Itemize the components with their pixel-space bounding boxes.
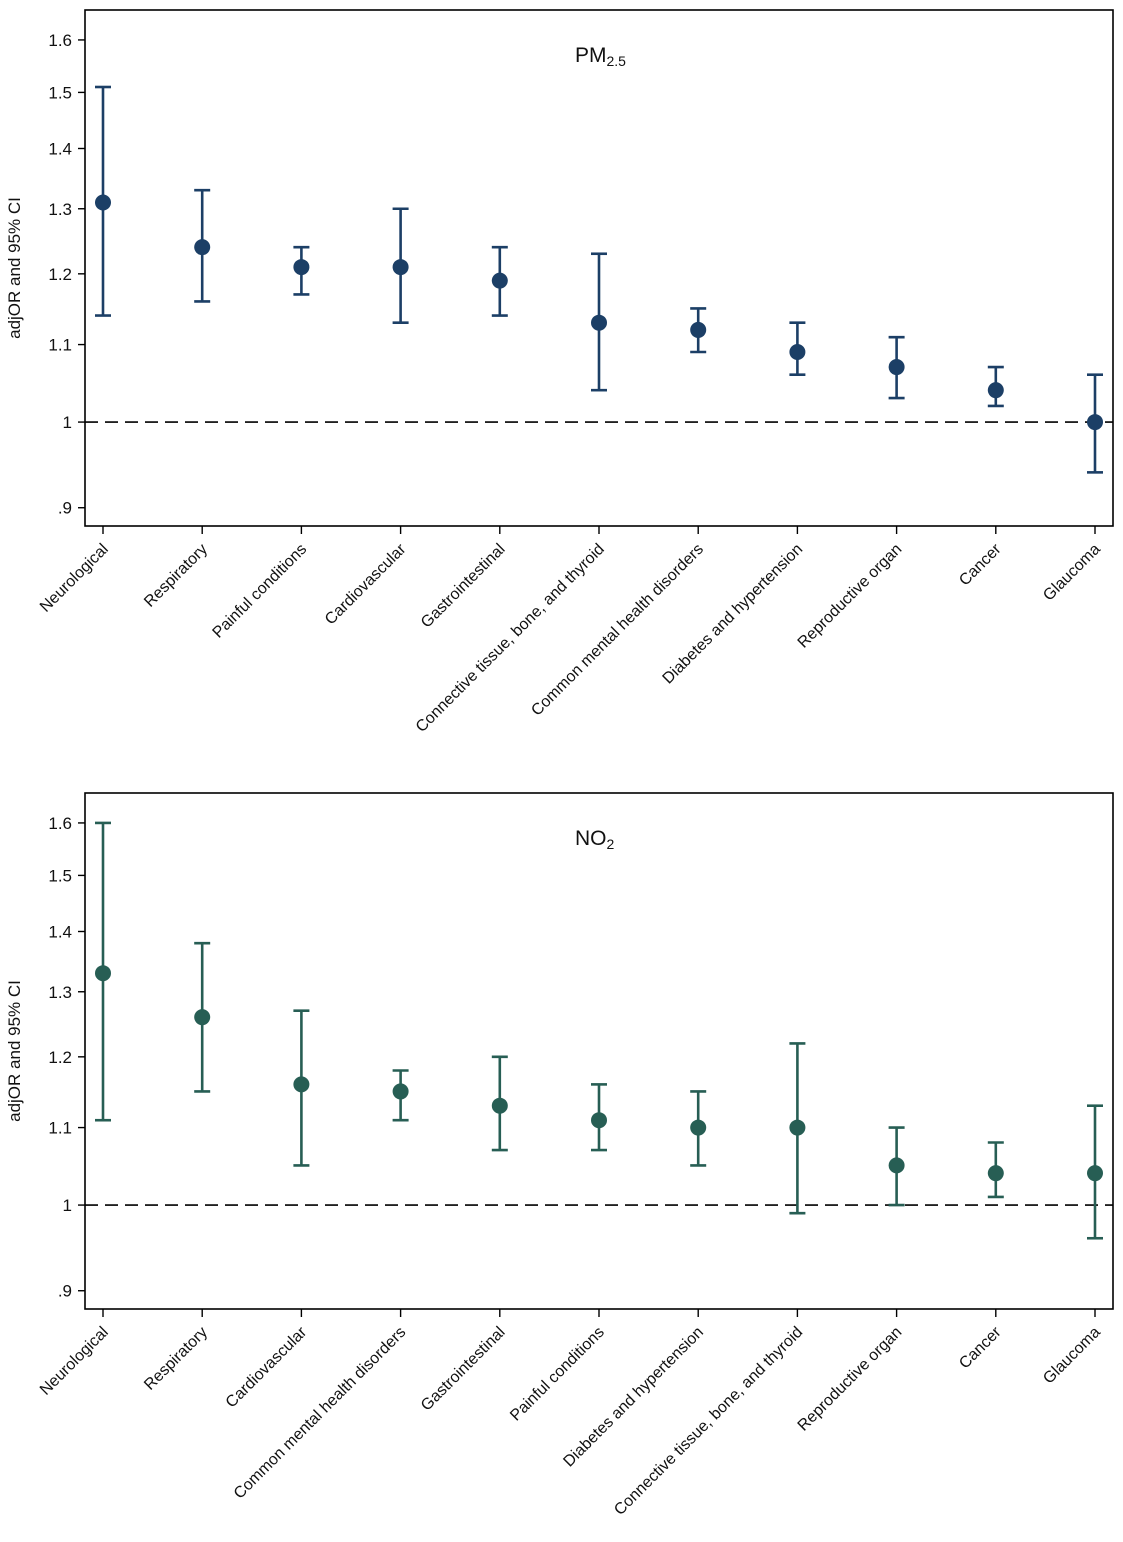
x-tick-label: Connective tissue, bone, and thyroid — [611, 1324, 806, 1519]
chart-panel-2: .9 1 1.1 1.2 1.3 1.4 1.5 1.6 adjOR and 95% CI NO2… — [5, 792, 1114, 1519]
point-estimate — [789, 1119, 806, 1136]
x-tick-label: Common mental health disorders — [528, 541, 707, 720]
y-tick-label: 1.5 — [48, 866, 72, 885]
y-axis-label: adjOR and 95% CI — [5, 197, 24, 339]
x-tick-label: Connective tissue, bone, and thyroid — [413, 541, 608, 736]
y-tick-label: 1.6 — [48, 31, 72, 50]
y-tick-label: 1 — [63, 413, 72, 432]
chart-title: PM2.5 — [575, 44, 626, 69]
point-estimate — [1087, 414, 1103, 431]
x-tick-label: Neurological — [37, 1324, 112, 1399]
point-estimate — [392, 259, 409, 276]
x-tick-label: Painful conditions — [507, 1324, 608, 1425]
point-estimate — [888, 1157, 905, 1174]
y-tick-label: 1.2 — [48, 1048, 72, 1067]
point-estimate — [491, 1097, 508, 1114]
chart-title-subscript: 2 — [607, 836, 615, 852]
point-estimate — [95, 194, 111, 211]
chart-panel-1: .9 1 1.1 1.2 1.3 1.4 1.5 1.6 adjOR and 95% CI PM2… — [5, 9, 1114, 736]
x-tick-label: Respiratory — [141, 1324, 211, 1394]
y-tick-label: 1.1 — [48, 1119, 72, 1138]
x-tick-label: Cancer — [956, 540, 1005, 589]
plot-frame — [84, 792, 1114, 1310]
x-tick-label: Reproductive organ — [795, 541, 906, 652]
chart-title-subscript: 2.5 — [607, 53, 627, 69]
x-tick-label: Reproductive organ — [795, 1324, 906, 1435]
y-tick-label: 1.1 — [48, 336, 72, 355]
point-estimate — [987, 1165, 1004, 1182]
point-estimate — [491, 272, 508, 289]
point-estimate — [789, 343, 806, 360]
y-tick-label: 1.2 — [48, 265, 72, 284]
x-tick-label: Common mental health disorders — [231, 1324, 410, 1503]
point-estimate — [194, 1009, 211, 1026]
y-tick-label: 1.3 — [48, 200, 72, 219]
x-tick-label: Cardiovascular — [223, 1323, 311, 1411]
y-tick-label: 1.6 — [48, 814, 72, 833]
y-axis-label: adjOR and 95% CI — [5, 980, 24, 1122]
point-estimate — [987, 382, 1004, 399]
point-estimate — [392, 1083, 409, 1100]
point-estimate — [888, 359, 905, 376]
x-tick-label: Gastrointestinal — [418, 1324, 509, 1415]
x-tick-label: Glaucoma — [1040, 1324, 1104, 1388]
y-tick-label: 1.3 — [48, 983, 72, 1002]
y-tick-label: .9 — [58, 1282, 72, 1301]
x-tick-label: Gastrointestinal — [418, 541, 509, 632]
x-tick-label: Glaucoma — [1040, 541, 1104, 605]
x-tick-label: Respiratory — [141, 541, 211, 611]
point-estimate — [293, 1076, 310, 1093]
point-estimate — [591, 314, 607, 331]
y-tick-label: 1.5 — [48, 83, 72, 102]
y-tick-label: 1 — [63, 1196, 72, 1215]
point-estimate — [95, 965, 111, 982]
y-tick-label: .9 — [58, 499, 72, 518]
point-estimate — [591, 1112, 607, 1129]
y-tick-label: 1.4 — [48, 139, 72, 158]
point-estimate — [194, 239, 211, 256]
point-estimate — [293, 259, 310, 276]
x-tick-label: Painful conditions — [210, 541, 311, 642]
point-estimate — [690, 321, 707, 338]
x-tick-label: Cardiovascular — [322, 540, 410, 628]
point-estimate — [1087, 1165, 1103, 1182]
chart-title: NO2 — [575, 827, 615, 852]
x-tick-label: Cancer — [956, 1323, 1005, 1372]
y-tick-label: 1.4 — [48, 922, 72, 941]
point-estimate — [690, 1119, 707, 1136]
x-tick-label: Neurological — [37, 541, 112, 616]
